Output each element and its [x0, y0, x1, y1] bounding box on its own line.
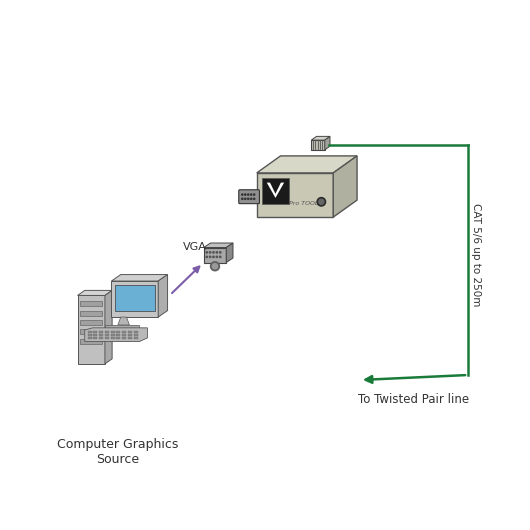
- Polygon shape: [257, 173, 333, 217]
- Circle shape: [216, 256, 217, 258]
- FancyBboxPatch shape: [117, 337, 120, 339]
- Circle shape: [210, 262, 219, 271]
- FancyBboxPatch shape: [111, 331, 114, 333]
- FancyBboxPatch shape: [262, 178, 289, 204]
- FancyBboxPatch shape: [115, 285, 155, 311]
- Circle shape: [242, 198, 243, 199]
- Circle shape: [219, 252, 221, 253]
- FancyBboxPatch shape: [134, 337, 138, 339]
- Circle shape: [317, 198, 325, 206]
- FancyBboxPatch shape: [105, 337, 109, 339]
- Polygon shape: [118, 317, 129, 325]
- FancyBboxPatch shape: [99, 331, 103, 333]
- Circle shape: [254, 198, 255, 199]
- FancyBboxPatch shape: [99, 334, 103, 336]
- Circle shape: [206, 256, 207, 258]
- Circle shape: [251, 194, 252, 195]
- Circle shape: [216, 252, 217, 253]
- Text: VGA: VGA: [183, 242, 207, 252]
- Polygon shape: [325, 136, 330, 150]
- FancyBboxPatch shape: [238, 190, 260, 204]
- FancyBboxPatch shape: [111, 337, 114, 339]
- Text: To Twisted Pair line: To Twisted Pair line: [358, 393, 469, 406]
- FancyBboxPatch shape: [122, 337, 126, 339]
- Polygon shape: [226, 243, 233, 262]
- Circle shape: [219, 256, 221, 258]
- Circle shape: [213, 256, 214, 258]
- Circle shape: [209, 252, 211, 253]
- FancyBboxPatch shape: [128, 331, 132, 333]
- Circle shape: [213, 252, 214, 253]
- Polygon shape: [85, 328, 147, 341]
- FancyBboxPatch shape: [93, 331, 98, 333]
- Circle shape: [248, 194, 249, 195]
- FancyBboxPatch shape: [81, 329, 102, 334]
- FancyBboxPatch shape: [87, 334, 92, 336]
- FancyBboxPatch shape: [134, 334, 138, 336]
- FancyBboxPatch shape: [87, 337, 92, 339]
- Polygon shape: [158, 275, 167, 317]
- FancyBboxPatch shape: [122, 334, 126, 336]
- FancyBboxPatch shape: [105, 325, 139, 329]
- FancyBboxPatch shape: [134, 331, 138, 333]
- Polygon shape: [311, 140, 325, 150]
- Polygon shape: [111, 275, 167, 281]
- Circle shape: [245, 194, 246, 195]
- FancyBboxPatch shape: [128, 334, 132, 336]
- Polygon shape: [77, 290, 112, 295]
- FancyBboxPatch shape: [93, 337, 98, 339]
- Polygon shape: [311, 136, 330, 140]
- Polygon shape: [105, 290, 112, 364]
- FancyBboxPatch shape: [105, 331, 109, 333]
- Circle shape: [209, 256, 211, 258]
- Polygon shape: [257, 156, 357, 173]
- Polygon shape: [333, 156, 357, 217]
- Polygon shape: [204, 248, 226, 262]
- FancyBboxPatch shape: [81, 301, 102, 306]
- Circle shape: [245, 198, 246, 199]
- Text: Pro TOOLS: Pro TOOLS: [288, 201, 322, 206]
- Circle shape: [319, 199, 324, 205]
- FancyBboxPatch shape: [81, 311, 102, 315]
- FancyBboxPatch shape: [99, 337, 103, 339]
- FancyBboxPatch shape: [117, 331, 120, 333]
- Circle shape: [213, 263, 218, 269]
- Polygon shape: [77, 295, 105, 364]
- FancyBboxPatch shape: [122, 331, 126, 333]
- Circle shape: [248, 198, 249, 199]
- Polygon shape: [204, 243, 233, 248]
- Text: CAT 5/6 up to 250m: CAT 5/6 up to 250m: [471, 204, 481, 307]
- Polygon shape: [267, 183, 284, 198]
- FancyBboxPatch shape: [87, 331, 92, 333]
- FancyBboxPatch shape: [93, 334, 98, 336]
- Circle shape: [251, 198, 252, 199]
- Circle shape: [242, 194, 243, 195]
- Polygon shape: [111, 281, 158, 317]
- Circle shape: [254, 194, 255, 195]
- FancyBboxPatch shape: [105, 334, 109, 336]
- FancyBboxPatch shape: [111, 334, 114, 336]
- FancyBboxPatch shape: [117, 334, 120, 336]
- Circle shape: [206, 252, 207, 253]
- FancyBboxPatch shape: [128, 337, 132, 339]
- FancyBboxPatch shape: [81, 339, 102, 343]
- FancyBboxPatch shape: [81, 320, 102, 325]
- Text: Computer Graphics
Source: Computer Graphics Source: [57, 438, 179, 466]
